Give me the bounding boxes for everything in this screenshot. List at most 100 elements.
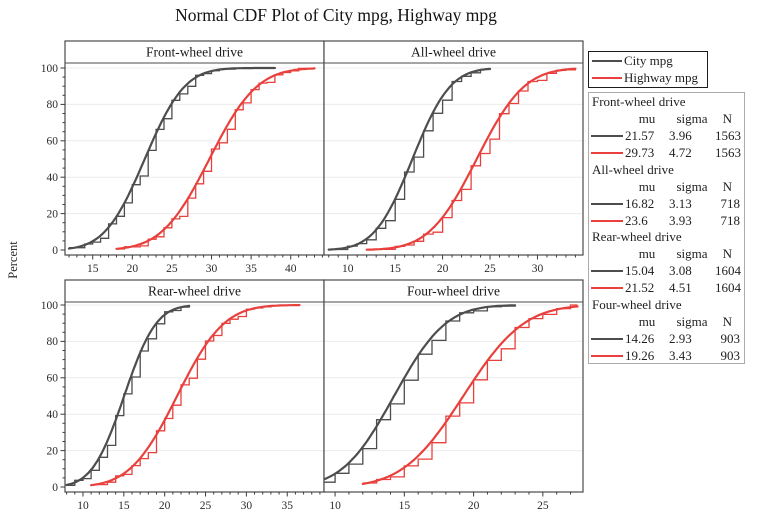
x-tick-label: 20 (437, 263, 449, 275)
stats-line-swatch (591, 135, 625, 138)
legend-item-label: City mpg (624, 53, 673, 69)
stats-group-title: Four-wheel drive (592, 296, 682, 312)
all-wheel-drive-city-mpg-fitted-cdf-curve (327, 67, 492, 251)
chart-title: Normal CDF Plot of City mpg, Highway mpg (175, 5, 497, 25)
stats-header-sigma: sigma (676, 246, 708, 262)
panel-all-wheel-drive: All-wheel drive 10 15 20 25 30 (323, 40, 584, 275)
front-wheel-drive-highway-mpg-fitted-cdf-curve (115, 67, 316, 250)
highway-mpg-line-swatch (591, 354, 623, 357)
stats-mu-value: 16.82 (625, 195, 655, 211)
all-wheel-drive-highway-mpg-empirical-step-curve (366, 68, 577, 251)
stats-header-mu: mu (638, 178, 656, 194)
stats-header-sigma: sigma (676, 178, 708, 194)
x-tick-label: 25 (200, 500, 212, 512)
y-tick-label: 0 (52, 482, 58, 494)
x-tick-label: 30 (206, 263, 218, 275)
city-mpg-line-swatch (591, 202, 623, 205)
stats-mu-value: 23.6 (625, 212, 648, 228)
stats-mu-value: 15.04 (625, 263, 655, 279)
x-tick-label: 30 (532, 263, 544, 275)
x-tick-label: 10 (77, 500, 89, 512)
stats-row-highway-mpg: 29.73 4.72 1563 (591, 145, 744, 162)
stats-column-headers: mu sigma N (591, 178, 744, 195)
panel-header-all-wheel-drive: All-wheel drive (411, 45, 496, 60)
stats-row-highway-mpg: 23.6 3.93 718 (591, 212, 744, 229)
stats-row-city-mpg: 15.04 3.08 1604 (591, 263, 744, 280)
stats-mu-value: 21.57 (625, 128, 655, 144)
stats-mu-value: 29.73 (625, 145, 655, 161)
panel-rear-wheel-drive: Rear-wheel drive 10 15 20 25 30 35 0 20 40 60 80 100 (41, 279, 325, 512)
y-tick-label: 100 (41, 63, 59, 75)
stats-header-sigma: sigma (676, 111, 708, 127)
y-tick-label: 60 (47, 136, 59, 148)
four-wheel-drive-highway-mpg-empirical-step-curve (362, 304, 578, 484)
highway-mpg-line-swatch (592, 76, 622, 79)
stats-header-n: N (722, 246, 732, 262)
rear-wheel-drive-city-mpg-empirical-step-curve (66, 305, 190, 486)
x-tick-label: 20 (159, 500, 171, 512)
stats-sigma-value: 3.43 (669, 347, 692, 363)
series-legend: City mpg Highway mpg (588, 51, 708, 88)
stats-sigma-value: 3.96 (669, 128, 692, 144)
y-tick-label: 40 (47, 172, 59, 184)
x-tick-label: 10 (329, 500, 341, 512)
y-tick-label: 20 (47, 445, 59, 457)
stats-group-title: Front-wheel drive (592, 94, 686, 109)
stats-line-swatch (591, 287, 625, 290)
stats-line-swatch (591, 337, 625, 340)
stats-sigma-value: 3.13 (669, 195, 692, 211)
x-tick-label: 25 (484, 263, 496, 275)
city-mpg-line-swatch (591, 270, 623, 273)
stats-line-swatch (591, 152, 625, 155)
stats-mu-value: 21.52 (625, 280, 655, 296)
y-tick-label: 80 (47, 99, 59, 111)
stats-n-value: 718 (720, 212, 741, 228)
rear-wheel-drive-city-mpg-fitted-cdf-curve (65, 304, 191, 487)
x-tick-label: 25 (537, 500, 549, 512)
stats-header-sigma: sigma (676, 314, 708, 330)
x-tick-label: 30 (241, 500, 253, 512)
front-wheel-drive-highway-mpg-empirical-step-curve (116, 67, 316, 250)
city-mpg-line-swatch (591, 337, 623, 340)
x-tick-label: 15 (399, 500, 411, 512)
fit-statistics-panel: Front-wheel drive mu sigma N 21.57 3.96 1563 29… (588, 92, 745, 364)
legend-item-highway-mpg: Highway mpg (592, 70, 707, 86)
stats-row-city-mpg: 21.57 3.96 1563 (591, 128, 744, 145)
legend-item-label: Highway mpg (624, 69, 699, 85)
stats-row-highway-mpg: 19.26 3.43 903 (591, 347, 744, 363)
four-wheel-drive-city-mpg-fitted-cdf-curve (324, 304, 517, 481)
front-wheel-drive-city-mpg-fitted-cdf-curve (67, 66, 276, 250)
highway-mpg-line-swatch (591, 152, 623, 155)
x-tick-label: 15 (87, 263, 99, 275)
city-mpg-line-swatch (591, 135, 623, 138)
stats-n-value: 1604 (715, 263, 741, 279)
stats-header-n: N (722, 111, 732, 127)
x-tick-label: 15 (389, 263, 401, 275)
panel-four-wheel-drive: Four-wheel drive 10 15 20 25 (323, 279, 584, 512)
y-tick-label: 100 (41, 300, 59, 312)
stats-column-headers: mu sigma N (591, 111, 744, 128)
legend-item-city-mpg: City mpg (592, 53, 707, 69)
stats-row-highway-mpg: 21.52 4.51 1604 (591, 280, 744, 297)
x-tick-label: 40 (285, 263, 297, 275)
stats-header-n: N (722, 314, 732, 330)
stats-line-swatch (591, 354, 625, 357)
stats-sigma-value: 2.93 (669, 330, 692, 346)
highway-mpg-line-swatch (591, 287, 623, 290)
stats-header-mu: mu (638, 246, 656, 262)
stats-sigma-value: 4.72 (669, 145, 692, 161)
stats-header-mu: mu (638, 314, 656, 330)
city-mpg-line-swatch (592, 60, 622, 63)
stats-header-n: N (722, 178, 732, 194)
x-tick-label: 20 (127, 263, 139, 275)
panel-header-front-wheel-drive: Front-wheel drive (146, 45, 243, 60)
y-tick-label: 0 (52, 245, 58, 257)
stats-column-headers: mu sigma N (591, 246, 744, 263)
stats-column-headers: mu sigma N (591, 314, 744, 331)
all-wheel-drive-highway-mpg-fitted-cdf-curve (365, 67, 577, 251)
stats-group-title: Rear-wheel drive (592, 229, 682, 245)
rear-wheel-drive-highway-mpg-fitted-cdf-curve (90, 304, 301, 487)
y-tick-label: 20 (47, 208, 59, 220)
x-tick-label: 25 (166, 263, 178, 275)
